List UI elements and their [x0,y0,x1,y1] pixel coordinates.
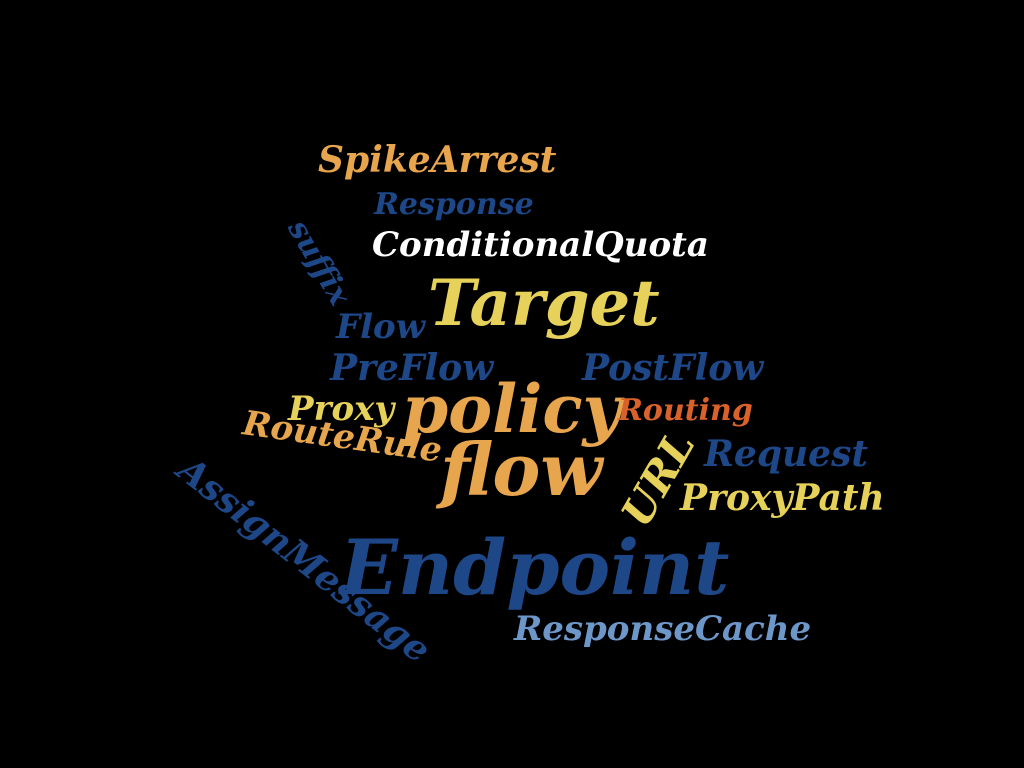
word-responsecache: ResponseCache [514,609,812,649]
word-preflow: PreFlow [330,347,494,389]
word-suffix: suffix [280,213,358,312]
word-request: Request [704,433,868,475]
word-flow-big: flow [440,427,603,512]
word-endpoint: Endpoint [340,523,730,612]
word-spikearrest: SpikeArrest [318,139,557,181]
word-flow-small: Flow [336,307,426,347]
word-proxypath: ProxyPath [680,477,885,519]
word-proxy: Proxy [288,389,395,429]
word-policy: policy [402,370,621,448]
word-postflow: PostFlow [582,347,764,389]
word-conditional-quota: ConditionalQuota [372,225,709,265]
word-routing: Routing [618,393,753,428]
word-target: Target [428,266,660,341]
word-response: Response [374,187,534,222]
